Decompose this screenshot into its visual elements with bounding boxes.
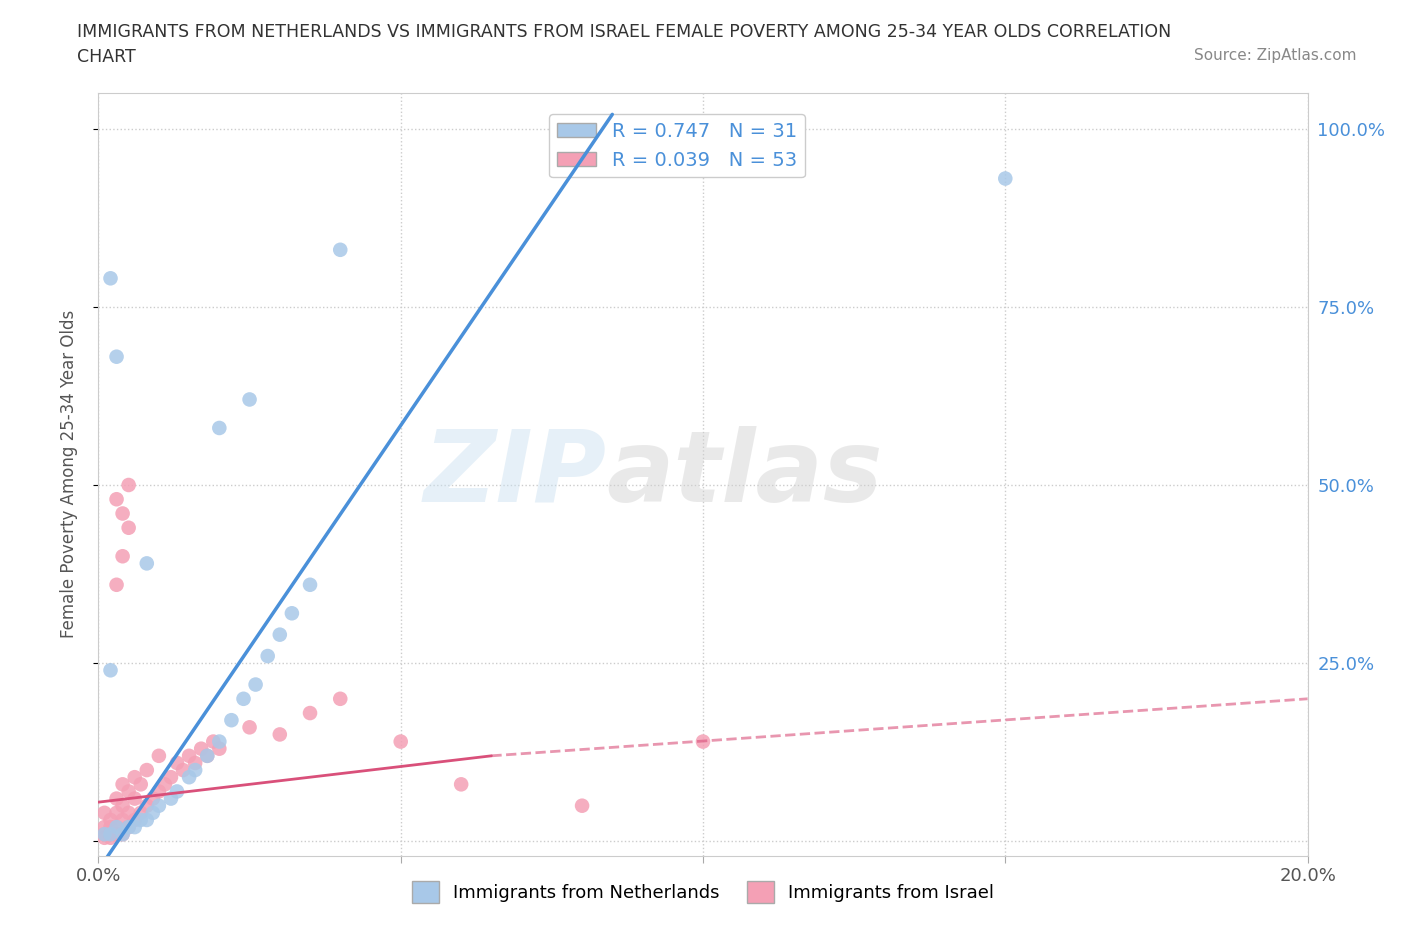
Point xyxy=(111,827,134,842)
Point xyxy=(105,492,128,507)
Point xyxy=(160,791,183,806)
Point xyxy=(111,777,134,791)
Point xyxy=(148,784,170,799)
Point xyxy=(105,819,128,834)
Point xyxy=(100,663,122,678)
Point xyxy=(208,734,231,749)
Point xyxy=(142,791,165,806)
Point xyxy=(256,648,278,663)
Point xyxy=(111,798,134,813)
Point xyxy=(124,770,146,785)
Point xyxy=(135,763,157,777)
Text: ZIP: ZIP xyxy=(423,426,606,523)
Point xyxy=(105,350,128,365)
Point xyxy=(93,819,115,834)
Point xyxy=(118,805,141,820)
Point xyxy=(160,770,183,785)
Point xyxy=(202,734,225,749)
Point xyxy=(153,777,176,791)
Point xyxy=(245,677,267,692)
Point xyxy=(135,813,157,828)
Point xyxy=(299,578,322,592)
Point xyxy=(142,805,165,820)
Point xyxy=(100,813,122,828)
Text: atlas: atlas xyxy=(606,426,883,523)
Point xyxy=(93,827,115,842)
Point xyxy=(232,691,254,706)
Point xyxy=(118,819,141,834)
Point xyxy=(100,830,122,845)
Point xyxy=(994,171,1017,186)
Point xyxy=(166,784,188,799)
Point xyxy=(571,798,593,813)
Point xyxy=(179,749,201,764)
Point xyxy=(299,706,322,721)
Point xyxy=(389,734,412,749)
Point xyxy=(184,755,207,770)
Point xyxy=(105,791,128,806)
Legend: Immigrants from Netherlands, Immigrants from Israel: Immigrants from Netherlands, Immigrants … xyxy=(405,873,1001,910)
Point xyxy=(281,605,304,620)
Point xyxy=(124,813,146,828)
Point xyxy=(450,777,472,791)
Text: IMMIGRANTS FROM NETHERLANDS VS IMMIGRANTS FROM ISRAEL FEMALE POVERTY AMONG 25-34: IMMIGRANTS FROM NETHERLANDS VS IMMIGRANT… xyxy=(77,23,1171,41)
Point xyxy=(239,392,262,407)
Point xyxy=(148,798,170,813)
Point xyxy=(172,763,194,777)
Point xyxy=(111,827,134,842)
Point xyxy=(105,827,128,842)
Point xyxy=(129,777,152,791)
Legend: R = 0.747   N = 31, R = 0.039   N = 53: R = 0.747 N = 31, R = 0.039 N = 53 xyxy=(550,114,804,178)
Point xyxy=(692,734,714,749)
Point xyxy=(111,813,134,828)
Point xyxy=(93,830,115,845)
Point xyxy=(208,420,231,435)
Point xyxy=(135,556,157,571)
Point xyxy=(179,770,201,785)
Point xyxy=(124,791,146,806)
Point xyxy=(239,720,262,735)
Point xyxy=(100,271,122,286)
Text: Source: ZipAtlas.com: Source: ZipAtlas.com xyxy=(1194,48,1357,63)
Point xyxy=(93,805,115,820)
Point xyxy=(118,819,141,834)
Point xyxy=(93,827,115,842)
Point xyxy=(195,749,218,764)
Point xyxy=(129,813,152,828)
Point xyxy=(118,520,141,535)
Point xyxy=(105,805,128,820)
Point xyxy=(208,741,231,756)
Text: CHART: CHART xyxy=(77,48,136,66)
Point xyxy=(166,755,188,770)
Point xyxy=(269,727,291,742)
Point xyxy=(118,784,141,799)
Point xyxy=(190,741,212,756)
Point xyxy=(269,627,291,642)
Point xyxy=(100,819,122,834)
Point xyxy=(129,805,152,820)
Point xyxy=(184,763,207,777)
Point xyxy=(111,506,134,521)
Point xyxy=(118,477,141,492)
Point xyxy=(329,691,352,706)
Point xyxy=(100,827,122,842)
Y-axis label: Female Poverty Among 25-34 Year Olds: Female Poverty Among 25-34 Year Olds xyxy=(59,311,77,638)
Point xyxy=(148,749,170,764)
Point xyxy=(135,798,157,813)
Point xyxy=(195,749,218,764)
Point xyxy=(329,243,352,258)
Point xyxy=(105,819,128,834)
Point xyxy=(100,827,122,842)
Point xyxy=(221,712,243,727)
Point xyxy=(105,578,128,592)
Point xyxy=(111,549,134,564)
Point xyxy=(124,819,146,834)
